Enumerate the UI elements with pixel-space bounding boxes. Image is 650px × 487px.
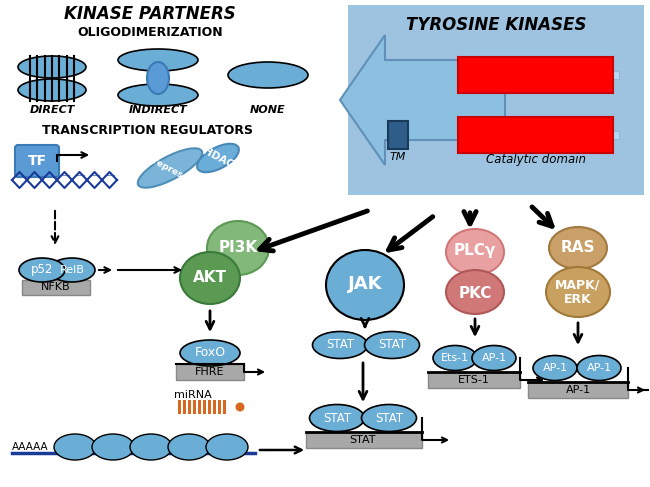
Ellipse shape xyxy=(472,345,516,371)
Text: OLIGODIMERIZATION: OLIGODIMERIZATION xyxy=(77,26,223,39)
Text: TF: TF xyxy=(27,154,47,168)
Text: p52: p52 xyxy=(31,263,53,277)
Text: NONE: NONE xyxy=(250,105,286,115)
Ellipse shape xyxy=(197,144,239,172)
Text: STAT: STAT xyxy=(378,338,406,352)
Bar xyxy=(368,131,619,139)
Text: TYROSINE KINASES: TYROSINE KINASES xyxy=(406,16,586,34)
FancyBboxPatch shape xyxy=(15,145,59,177)
Text: RAS: RAS xyxy=(561,241,595,256)
Bar xyxy=(208,400,211,414)
Polygon shape xyxy=(340,35,505,165)
Text: AP-1: AP-1 xyxy=(586,363,612,373)
Ellipse shape xyxy=(433,345,477,371)
Text: AP-1: AP-1 xyxy=(482,353,506,363)
Text: PKC: PKC xyxy=(458,285,491,300)
Text: miRNA: miRNA xyxy=(174,390,212,400)
Text: DIRECT: DIRECT xyxy=(29,105,75,115)
Ellipse shape xyxy=(19,258,65,282)
Text: HDAC: HDAC xyxy=(201,146,235,170)
Ellipse shape xyxy=(168,434,210,460)
Text: STAT: STAT xyxy=(323,412,351,425)
Bar xyxy=(528,382,628,398)
Ellipse shape xyxy=(180,340,240,366)
Bar xyxy=(388,121,408,149)
Text: MAPK/
ERK: MAPK/ ERK xyxy=(555,278,601,306)
Ellipse shape xyxy=(118,49,198,71)
Bar xyxy=(368,71,619,79)
Ellipse shape xyxy=(118,84,198,106)
Ellipse shape xyxy=(207,221,269,275)
Text: JAK: JAK xyxy=(348,275,382,293)
Ellipse shape xyxy=(18,79,86,101)
Ellipse shape xyxy=(309,405,365,431)
Bar xyxy=(458,57,613,93)
Ellipse shape xyxy=(549,227,607,269)
Ellipse shape xyxy=(147,62,169,94)
Ellipse shape xyxy=(138,148,202,187)
Ellipse shape xyxy=(577,356,621,380)
Text: FHRE: FHRE xyxy=(195,367,225,377)
Ellipse shape xyxy=(235,402,244,412)
Text: STAT: STAT xyxy=(326,338,354,352)
Text: STAT: STAT xyxy=(375,412,403,425)
Ellipse shape xyxy=(18,56,86,78)
Text: Co-repressor: Co-repressor xyxy=(137,149,199,187)
Text: KINASE PARTNERS: KINASE PARTNERS xyxy=(64,5,236,23)
Text: RelB: RelB xyxy=(60,265,84,275)
Text: AAAAA: AAAAA xyxy=(12,442,49,452)
Ellipse shape xyxy=(446,229,504,275)
Text: STAT: STAT xyxy=(350,435,376,445)
Ellipse shape xyxy=(49,258,95,282)
Text: ETS-1: ETS-1 xyxy=(458,375,490,385)
Bar xyxy=(306,432,422,448)
Text: Catalytic domain: Catalytic domain xyxy=(486,152,586,166)
Ellipse shape xyxy=(228,62,308,88)
Ellipse shape xyxy=(180,252,240,304)
Ellipse shape xyxy=(533,356,577,380)
Ellipse shape xyxy=(326,250,404,320)
Bar xyxy=(213,400,216,414)
Ellipse shape xyxy=(446,270,504,314)
Bar xyxy=(183,400,186,414)
Bar xyxy=(198,400,201,414)
Text: PLCγ: PLCγ xyxy=(454,243,496,258)
Ellipse shape xyxy=(54,434,96,460)
Bar xyxy=(176,364,244,380)
Text: AP-1: AP-1 xyxy=(543,363,567,373)
Bar xyxy=(22,280,90,295)
Bar xyxy=(458,117,613,153)
Text: INDIRECT: INDIRECT xyxy=(129,105,187,115)
Text: TRANSCRIPTION REGULATORS: TRANSCRIPTION REGULATORS xyxy=(42,124,254,136)
Ellipse shape xyxy=(361,405,417,431)
Text: PI3K: PI3K xyxy=(218,240,257,255)
Bar xyxy=(178,400,181,414)
Ellipse shape xyxy=(365,332,419,358)
Bar xyxy=(428,372,520,388)
Text: AP-1: AP-1 xyxy=(566,385,591,395)
Ellipse shape xyxy=(313,332,367,358)
Bar xyxy=(193,400,196,414)
Bar xyxy=(188,400,191,414)
Ellipse shape xyxy=(92,434,134,460)
Text: TM: TM xyxy=(390,152,406,162)
Text: FoxO: FoxO xyxy=(194,346,226,359)
Bar xyxy=(203,400,206,414)
Ellipse shape xyxy=(130,434,172,460)
Bar xyxy=(218,400,221,414)
Ellipse shape xyxy=(546,267,610,317)
Text: Ets-1: Ets-1 xyxy=(441,353,469,363)
Ellipse shape xyxy=(206,434,248,460)
Bar xyxy=(223,400,226,414)
Text: NFKB: NFKB xyxy=(41,282,71,292)
Text: AKT: AKT xyxy=(193,270,227,285)
Bar xyxy=(348,5,644,195)
